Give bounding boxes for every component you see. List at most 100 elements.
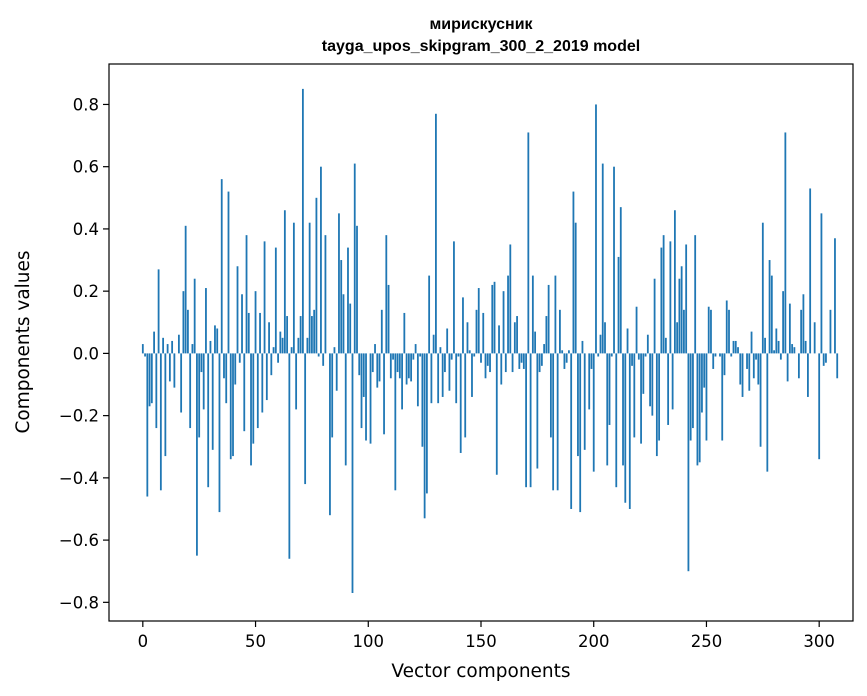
bar-184: [556, 353, 559, 491]
bar-138: [453, 241, 455, 354]
bar-0: [141, 344, 144, 354]
bar-143: [464, 353, 467, 438]
bar-139: [455, 353, 458, 404]
bar-32: [214, 325, 216, 354]
bar-66: [290, 347, 293, 354]
bar-173: [531, 275, 534, 354]
bar-174: [534, 331, 537, 354]
bar-51: [256, 353, 259, 429]
bar-33: [216, 328, 219, 354]
bar-298: [813, 322, 816, 354]
bar-263: [734, 340, 737, 354]
bar-186: [561, 350, 564, 354]
bar-67: [292, 222, 295, 354]
bar-284: [782, 291, 785, 354]
bar-280: [773, 350, 775, 354]
x-tick-label: 250: [691, 632, 723, 651]
bar-91: [347, 247, 349, 354]
bar-226: [651, 353, 654, 416]
bar-260: [728, 309, 730, 354]
bar-283: [779, 353, 782, 360]
bar-231: [662, 235, 665, 354]
bar-223: [644, 353, 647, 357]
bar-245: [694, 235, 697, 354]
bar-93: [351, 353, 354, 593]
bar-153: [486, 353, 489, 366]
bar-25: [198, 353, 201, 438]
bar-261: [730, 353, 733, 357]
bar-61: [279, 331, 282, 354]
bar-53: [261, 353, 264, 413]
bar-77: [315, 197, 318, 354]
bar-207: [608, 353, 611, 425]
bar-188: [565, 353, 568, 363]
y-tick-label: −0.6: [59, 531, 99, 550]
bar-236: [673, 210, 676, 354]
bar-288: [791, 344, 794, 354]
bar-180: [547, 284, 550, 354]
bar-75: [311, 316, 313, 354]
bar-95: [356, 225, 358, 354]
bar-28: [205, 288, 207, 354]
bar-34: [218, 353, 221, 513]
y-tick-label: −0.8: [59, 593, 99, 612]
bar-295: [807, 353, 809, 397]
bar-131: [437, 353, 440, 404]
bar-233: [667, 353, 670, 425]
bar-117: [405, 353, 408, 385]
bar-12: [168, 353, 171, 382]
y-tick-label: −0.4: [59, 469, 99, 488]
bar-121: [414, 344, 417, 354]
bar-161: [504, 353, 507, 373]
bar-206: [606, 353, 609, 466]
bar-130: [435, 113, 437, 354]
bar-167: [518, 353, 521, 369]
bar-159: [500, 353, 503, 385]
bar-194: [579, 353, 582, 513]
bar-187: [563, 353, 566, 369]
bar-158: [498, 325, 500, 354]
bar-289: [793, 347, 796, 354]
bar-40: [232, 353, 234, 457]
bar-229: [658, 353, 661, 441]
y-tick-label: 0.8: [73, 95, 99, 114]
bar-191: [572, 191, 575, 354]
bar-172: [529, 353, 532, 488]
bar-254: [714, 353, 717, 357]
bar-31: [211, 353, 214, 450]
x-axis-label: Vector components: [391, 661, 570, 682]
bar-154: [489, 353, 491, 373]
bar-302: [822, 353, 825, 366]
bar-83: [329, 353, 331, 516]
bar-94: [353, 163, 356, 354]
y-axis-ticks: −0.8 −0.6 −0.4 −0.2 0.0 0.2 0.4 0.6 0.8: [59, 95, 109, 612]
bar-257: [721, 353, 724, 441]
bar-294: [804, 340, 807, 354]
bar-210: [615, 353, 618, 488]
bar-256: [719, 353, 721, 357]
bar-265: [739, 353, 742, 385]
bar-151: [482, 312, 485, 354]
bar-282: [777, 340, 780, 354]
bar-205: [604, 322, 606, 354]
y-tick-label: −0.2: [59, 407, 99, 426]
bar-176: [538, 353, 541, 373]
bar-214: [624, 353, 627, 503]
bar-140: [457, 353, 460, 357]
bar-156: [493, 281, 496, 354]
bar-150: [480, 353, 482, 363]
bar-230: [660, 247, 663, 354]
bar-149: [477, 288, 480, 354]
bar-36: [223, 353, 225, 379]
bar-203: [599, 334, 602, 354]
bar-76: [313, 309, 316, 354]
bar-86: [335, 353, 338, 391]
bar-92: [349, 303, 352, 354]
bar-2: [146, 353, 149, 497]
bar-275: [761, 222, 764, 354]
bar-160: [502, 291, 505, 354]
bar-234: [669, 241, 672, 354]
bar-279: [770, 275, 773, 354]
bar-238: [678, 278, 681, 354]
bar-162: [507, 275, 509, 354]
